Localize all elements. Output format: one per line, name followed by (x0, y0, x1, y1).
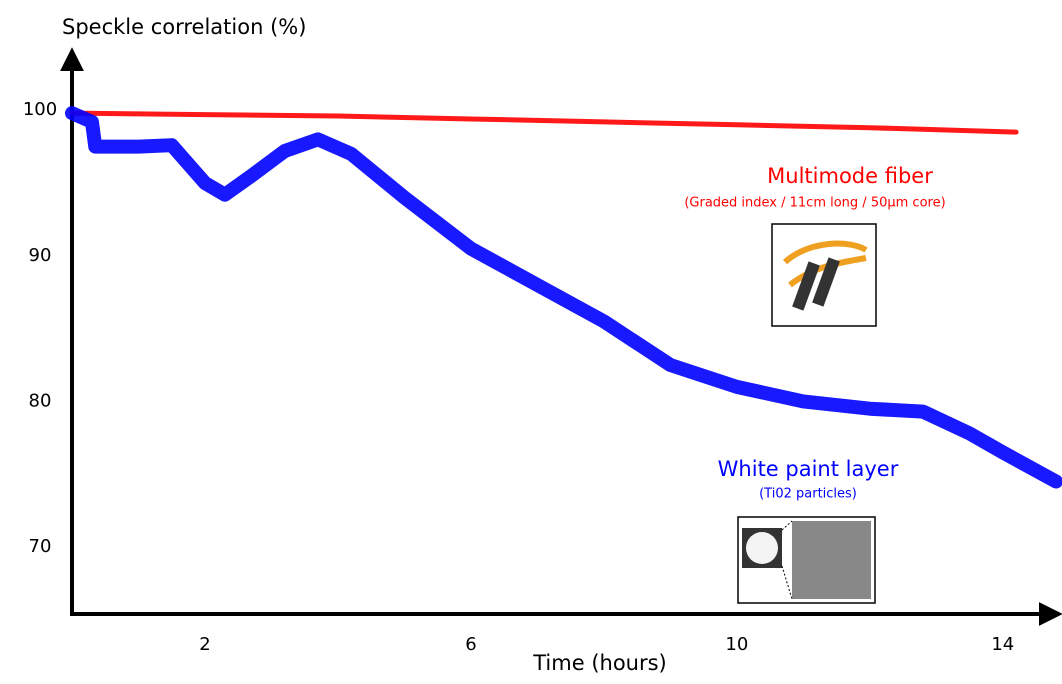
y-tick-label: 90 (29, 245, 52, 266)
x-tick-label: 6 (465, 634, 476, 655)
annotation: (Graded index / 11cm long / 50µm core) (684, 196, 945, 211)
fiber-photo (771, 223, 877, 327)
y-axis-label: Speckle correlation (%) (62, 15, 306, 39)
legend-label: White paint layer (718, 457, 899, 481)
series-line (65, 106, 1062, 489)
legend-label: Multimode fiber (767, 164, 933, 188)
x-tick-label: 2 (199, 634, 210, 655)
x-tick-label: 10 (725, 634, 748, 655)
paint-photo (737, 516, 876, 604)
y-tick-label: 70 (29, 536, 52, 557)
y-tick-label: 100 (23, 99, 57, 120)
annotation: (Ti02 particles) (759, 487, 857, 502)
y-tick-label: 80 (29, 390, 52, 411)
x-axis-label: Time (hours) (532, 651, 667, 675)
series-line (69, 110, 1019, 135)
x-tick-label: 14 (991, 634, 1014, 655)
